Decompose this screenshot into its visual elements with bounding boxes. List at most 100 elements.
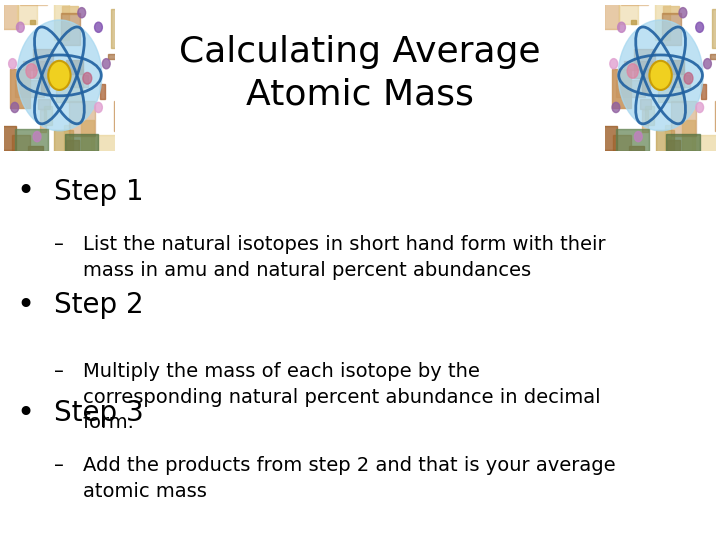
Bar — [12, 136, 30, 151]
Circle shape — [679, 8, 687, 18]
Bar — [640, 0, 651, 3]
Bar — [32, 49, 53, 78]
Bar — [62, 5, 78, 14]
Text: –: – — [54, 456, 64, 475]
Bar — [40, 110, 47, 132]
Bar — [639, 99, 652, 109]
Bar — [65, 134, 99, 151]
Circle shape — [17, 20, 102, 131]
Bar — [11, 69, 30, 108]
Bar — [666, 134, 700, 151]
Bar — [14, 80, 44, 97]
Text: Step 2: Step 2 — [54, 291, 143, 319]
Text: •: • — [16, 177, 35, 206]
Bar — [39, 0, 50, 3]
Bar — [114, 100, 130, 131]
Circle shape — [618, 22, 626, 32]
Text: Step 1: Step 1 — [54, 178, 143, 206]
Circle shape — [627, 64, 638, 78]
Bar — [69, 100, 94, 136]
Bar — [23, 60, 52, 70]
Bar — [667, 75, 690, 87]
Bar — [618, 3, 638, 24]
Bar — [54, 3, 69, 40]
Text: –: – — [54, 235, 64, 254]
Bar — [28, 146, 42, 151]
Bar — [624, 60, 653, 70]
Text: Calculating Average
Atomic Mass: Calculating Average Atomic Mass — [179, 35, 541, 111]
Bar — [109, 54, 136, 59]
Bar — [716, 100, 720, 131]
Bar — [66, 75, 89, 87]
Bar — [682, 120, 696, 154]
Bar — [629, 146, 644, 151]
Text: •: • — [16, 399, 35, 428]
Bar — [710, 54, 720, 59]
Bar — [594, 126, 617, 150]
Bar — [41, 69, 49, 93]
Bar — [656, 130, 674, 156]
Bar — [663, 5, 680, 14]
Text: List the natural isotopes in short hand form with their
mass in amu and natural : List the natural isotopes in short hand … — [83, 235, 606, 280]
Circle shape — [48, 61, 71, 90]
Circle shape — [33, 132, 41, 141]
Bar — [15, 129, 48, 151]
Circle shape — [696, 103, 703, 112]
Bar — [693, 136, 717, 159]
Circle shape — [696, 22, 703, 32]
Bar — [665, 125, 671, 159]
Circle shape — [618, 20, 703, 131]
Circle shape — [94, 22, 102, 32]
Bar — [44, 106, 53, 125]
Circle shape — [102, 59, 110, 69]
Bar — [616, 80, 645, 97]
Bar — [3, 0, 18, 29]
Bar — [670, 100, 696, 136]
Bar — [667, 60, 684, 75]
Circle shape — [11, 103, 19, 112]
Text: –: – — [54, 362, 64, 381]
Circle shape — [17, 22, 24, 32]
Bar — [616, 129, 649, 151]
Bar — [60, 13, 80, 45]
Bar — [56, 69, 83, 102]
Bar — [66, 140, 79, 153]
Bar — [0, 126, 16, 150]
Bar — [701, 84, 706, 99]
Circle shape — [26, 64, 37, 78]
Bar — [604, 0, 619, 29]
Bar — [657, 69, 684, 102]
Bar — [17, 3, 37, 24]
Circle shape — [9, 59, 17, 69]
Circle shape — [94, 103, 102, 112]
Bar — [613, 136, 631, 151]
Text: Step 3: Step 3 — [54, 399, 144, 427]
Bar — [667, 140, 680, 153]
Bar — [621, 0, 648, 5]
Bar — [55, 130, 73, 156]
Circle shape — [649, 61, 672, 90]
Bar — [642, 69, 650, 93]
Bar — [66, 60, 83, 75]
Bar — [642, 110, 648, 132]
Circle shape — [83, 72, 91, 84]
Bar — [631, 20, 636, 24]
Bar — [634, 49, 654, 78]
Bar — [38, 99, 50, 109]
Bar — [645, 106, 654, 125]
Circle shape — [634, 132, 642, 141]
Circle shape — [610, 59, 618, 69]
Bar — [91, 136, 116, 159]
Text: Multiply the mass of each isotope by the
corresponding natural percent abundance: Multiply the mass of each isotope by the… — [83, 362, 600, 433]
Text: •: • — [16, 291, 35, 320]
Bar — [112, 9, 137, 48]
Circle shape — [703, 59, 711, 69]
Bar — [81, 120, 94, 154]
Bar — [20, 0, 47, 5]
Bar — [662, 13, 681, 45]
Bar — [64, 125, 70, 159]
Bar — [612, 69, 631, 108]
Bar — [30, 20, 35, 24]
Circle shape — [612, 103, 620, 112]
Text: Add the products from step 2 and that is your average
atomic mass: Add the products from step 2 and that is… — [83, 456, 616, 501]
